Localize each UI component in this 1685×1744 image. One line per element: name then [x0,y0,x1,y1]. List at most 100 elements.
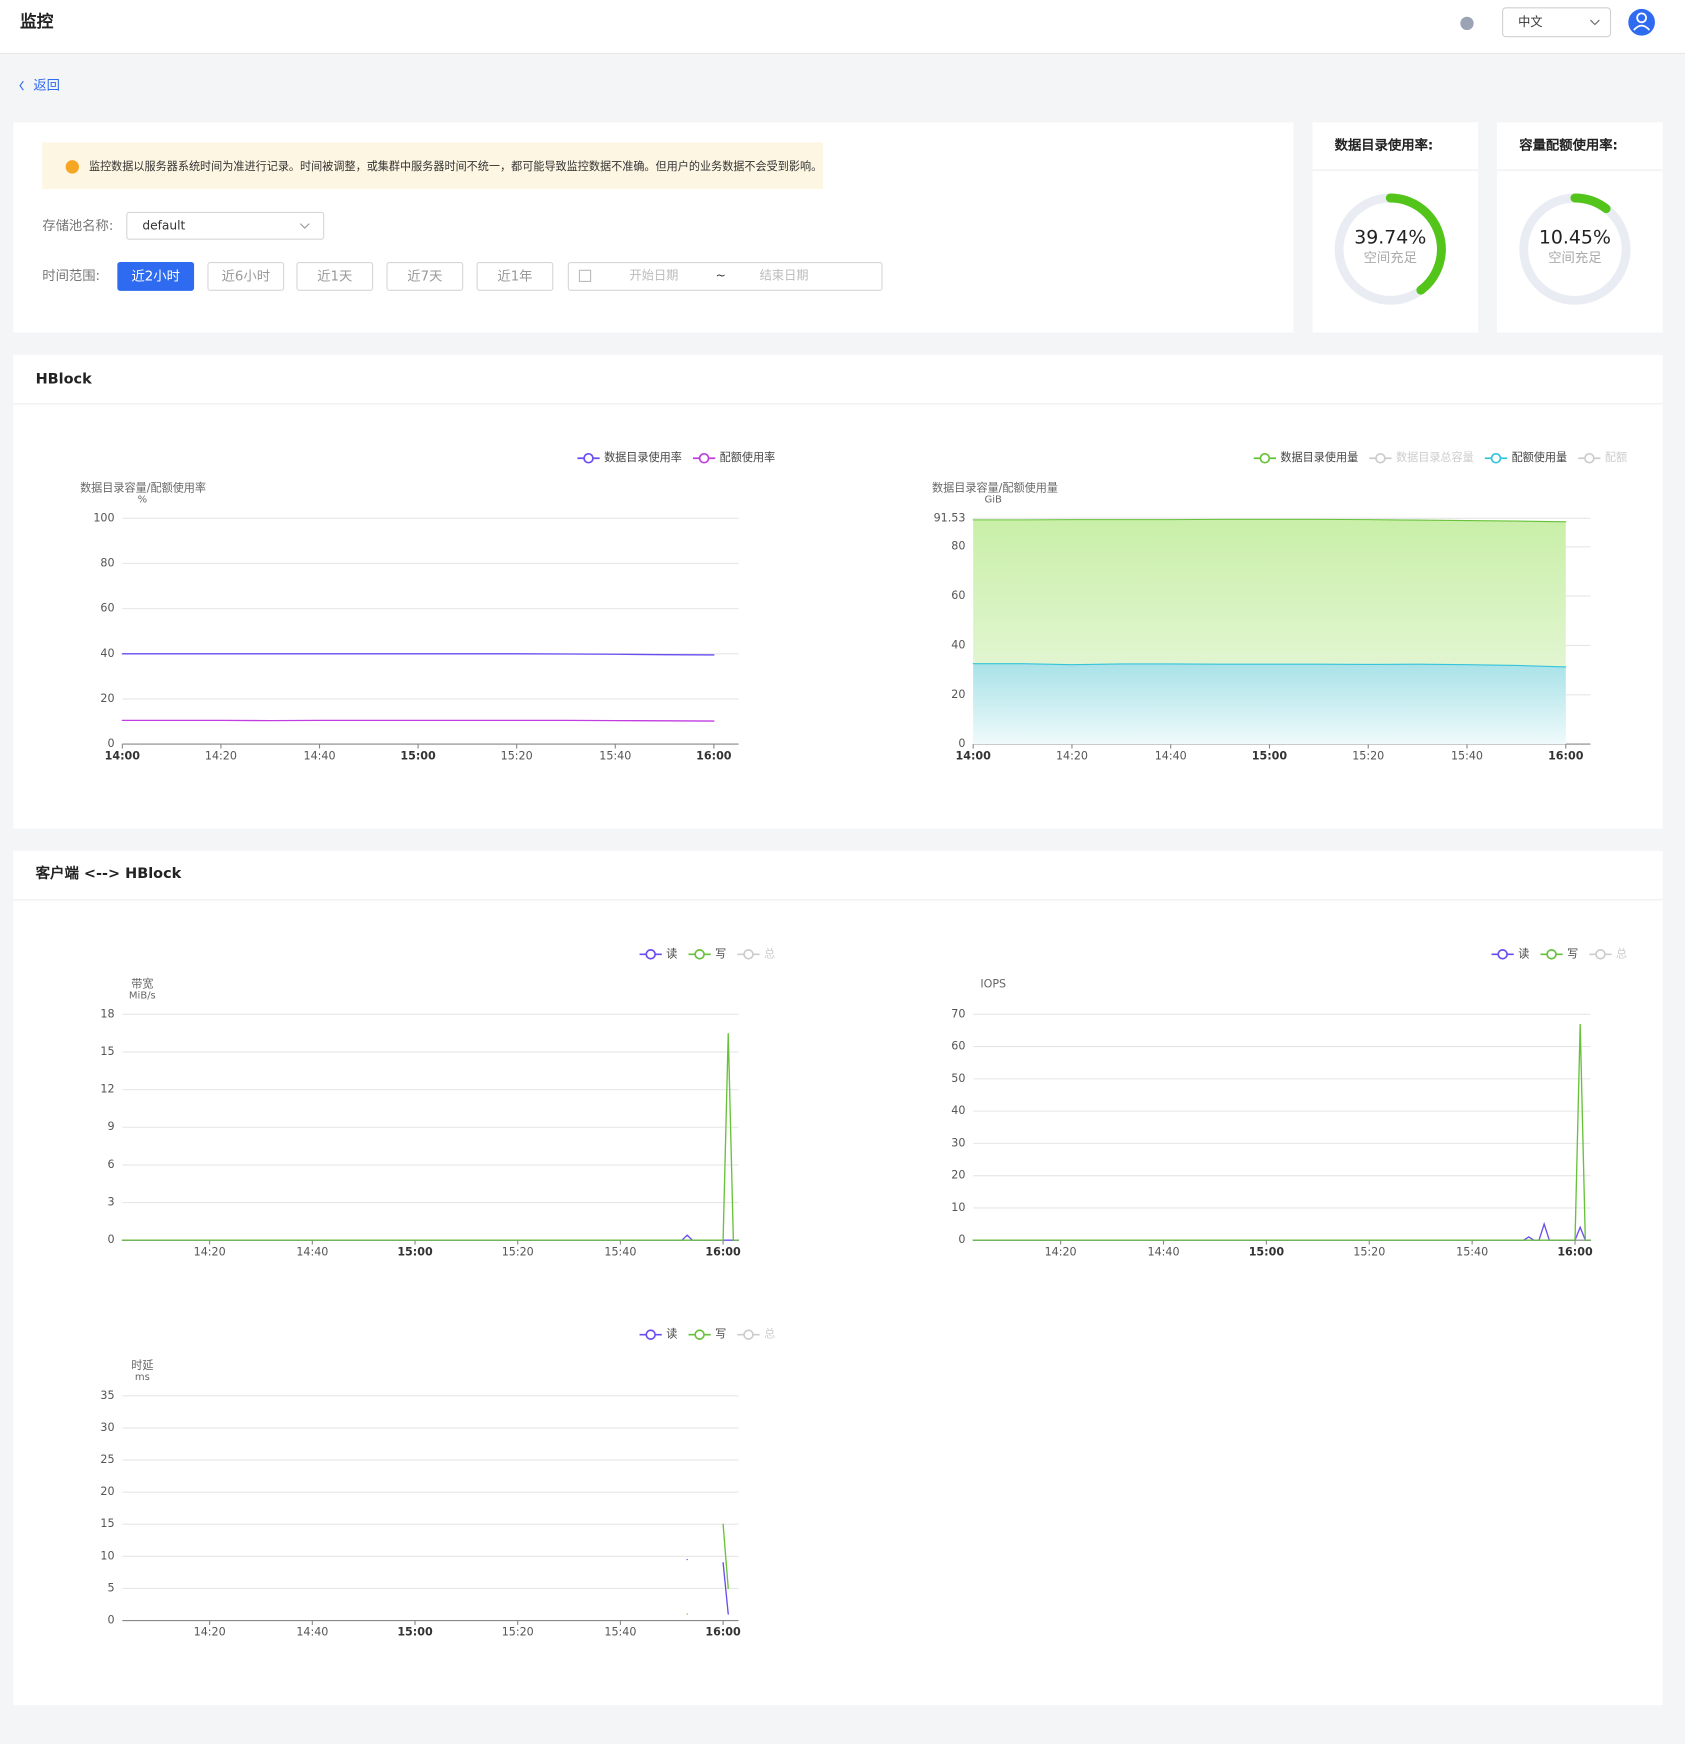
series-line [972,663,1567,668]
chart: IOPS 0 10 20 30 40 50 60 70 14:20 14:40 15:00 15:20 1… [951,946,1627,1258]
y-tick-label: 15 [100,1045,114,1058]
y-tick-label: 10 [100,1549,114,1562]
range-button[interactable] [117,261,195,291]
section-panel [13,850,1663,1706]
legend-label[interactable]: 读 [666,1327,677,1341]
y-tick-label: 100 [93,511,114,524]
legend-marker[interactable] [1546,949,1557,960]
legend-marker[interactable] [1584,452,1595,464]
x-tick-label: 15:00 [400,749,436,762]
back-link[interactable]: 返回 [33,78,60,94]
range-buttons: 近2小时 近6小时 近1天 近7天 近1年 [117,261,554,291]
x-tick-label: 15:40 [604,1626,636,1639]
x-tick-label: 14:40 [1148,1245,1180,1258]
range-button[interactable] [296,261,374,291]
legend-label[interactable]: 配额 [1605,451,1627,464]
range-button[interactable] [476,261,554,291]
x-tick-label: 15:20 [1352,749,1384,762]
y-tick-label: 12 [100,1083,114,1096]
y-tick-label: 25 [100,1453,114,1466]
legend: 读写总 [1491,946,1627,960]
y-axis-unit: % [138,494,148,505]
legend-marker[interactable] [645,949,656,960]
date-separator: ~ [716,268,726,282]
y-tick-label: 20 [100,1485,114,1498]
select-arrow [1590,19,1600,26]
y-tick-label: 80 [100,556,114,569]
y-tick-label: 80 [951,540,965,553]
legend-label[interactable]: 总 [1616,946,1627,960]
section-title: 客户端 <--> HBlock [35,864,182,882]
area-fill [973,663,1566,745]
range-button[interactable] [207,261,285,291]
legend-label[interactable]: 写 [715,1328,726,1341]
legend-marker[interactable] [1595,949,1606,960]
language-select[interactable] [1502,7,1612,38]
range-button[interactable] [386,261,464,291]
y-axis-unit: MiB/s [129,990,156,1001]
y-axis-label: 数据目录容量/配额使用率 [80,480,206,494]
legend-label[interactable]: 配额使用率 [720,450,776,464]
x-tick-label: 16:00 [1557,1245,1593,1258]
x-tick-label: 16:00 [696,749,732,762]
legend-marker[interactable] [1497,949,1508,960]
y-axis-unit: ms [135,1372,150,1383]
x-tick-label: 16:00 [1548,749,1584,762]
x-tick-label: 15:00 [397,1245,433,1258]
legend-label[interactable]: 读 [1518,946,1529,960]
calendar-icon [578,269,592,282]
legend-marker[interactable] [698,452,710,464]
legend-marker[interactable] [645,1329,656,1340]
date-range-picker[interactable] [567,261,883,291]
gauge-status: 空间充足 [1364,250,1417,266]
y-tick-label: 40 [951,638,965,651]
legend-label[interactable]: 写 [715,947,726,960]
x-tick-label: 15:40 [604,1245,636,1258]
legend-marker[interactable] [1375,452,1386,464]
gauge-arc [1334,193,1446,305]
y-tick-label: 10 [951,1201,965,1214]
pool-select[interactable] [126,211,325,240]
series-line [686,1558,729,1615]
legend-label[interactable]: 数据目录使用量 [1280,450,1358,464]
legend-marker[interactable] [694,949,705,960]
legend-marker[interactable] [743,1329,754,1340]
legend-label[interactable]: 总 [764,946,775,960]
legend-label[interactable]: 数据目录使用率 [604,450,682,464]
x-tick-label: 15:00 [397,1626,433,1639]
series-line [121,719,715,722]
legend-marker[interactable] [1490,452,1502,464]
legend-label[interactable]: 配额使用量 [1512,450,1568,464]
legend-label[interactable]: 读 [666,946,677,960]
x-tick-label: 14:00 [105,749,141,762]
range-button-label: 近2小时 [131,268,179,284]
legend-marker[interactable] [1259,452,1271,464]
gauge-title: 容量配额使用率: [1518,137,1618,154]
series-line [686,1523,729,1615]
section-title: HBlock [36,371,93,387]
legend-marker[interactable] [694,1329,705,1340]
legend-label[interactable]: 写 [1567,947,1578,960]
legend-marker[interactable] [743,949,754,960]
y-axis-label: 时延 [131,1359,153,1372]
y-tick-label: 20 [100,692,114,705]
y-tick-label: 0 [958,1233,965,1246]
legend-label[interactable]: 数据目录总容量 [1396,450,1474,464]
legend: 数据目录使用量 数据目录总容量 配额使用量 配额 [1253,450,1627,464]
x-tick-label: 14:20 [1045,1245,1077,1258]
legend-marker[interactable] [583,452,594,464]
y-tick-label: 40 [951,1104,965,1117]
y-tick-label: 30 [100,1421,114,1434]
legend-label[interactable]: 总 [764,1327,775,1341]
info-icon[interactable] [1460,16,1474,31]
pool-label: 存储池名称: [42,218,113,234]
y-tick-label: 5 [107,1581,114,1594]
gauge-title: 数据目录使用率: [1335,137,1434,154]
y-tick-label: 15 [100,1517,114,1530]
y-tick-label: 60 [951,589,965,602]
x-tick-label: 14:40 [1155,749,1187,762]
select-arrow [299,223,310,229]
series-line [121,1033,740,1241]
